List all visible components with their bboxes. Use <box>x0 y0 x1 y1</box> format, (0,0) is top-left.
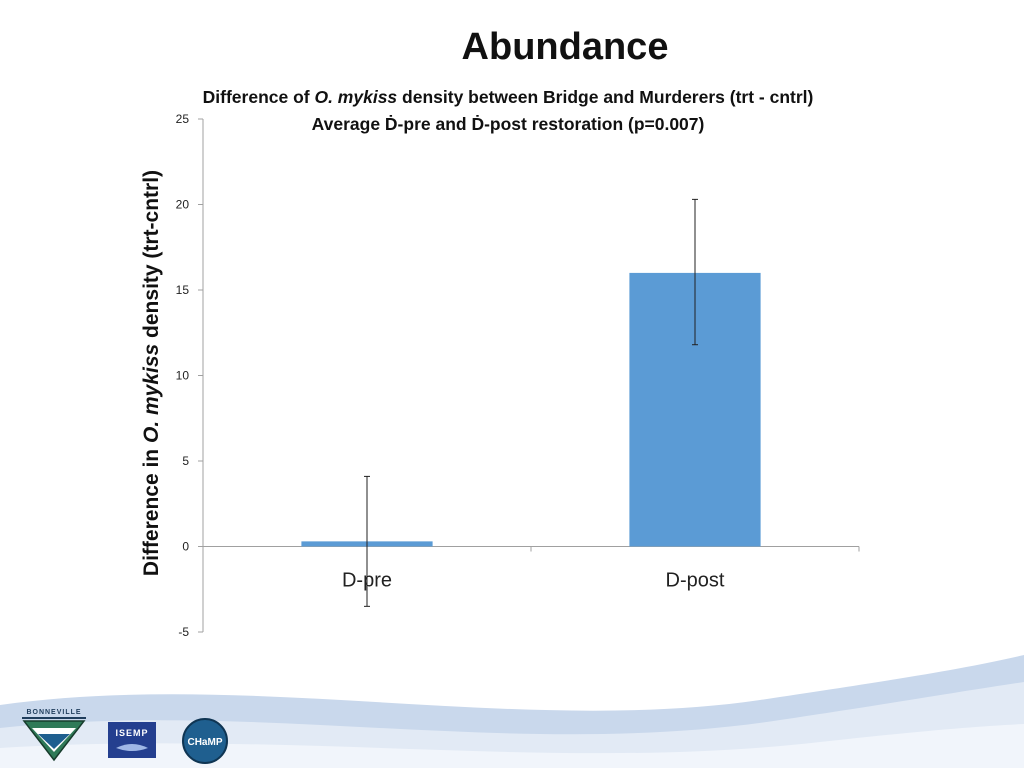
y-tick-label: 25 <box>176 112 190 126</box>
champ-logo-text: CHaMP <box>187 737 222 748</box>
y-tick-label: 5 <box>182 454 189 468</box>
isemp-logo-fish-icon <box>116 744 148 751</box>
y-tick-label: 15 <box>176 283 190 297</box>
champ-logo-circle <box>182 718 228 764</box>
slide-title: Abundance <box>461 26 669 68</box>
y-tick-label: 0 <box>182 540 189 554</box>
footer-wave-front <box>0 724 1024 768</box>
chart-title-after: density between Bridge and Murderers (tr… <box>397 87 814 107</box>
y-tick-label: -5 <box>178 625 189 639</box>
isemp-logo-text: ISEMP <box>115 728 148 738</box>
x-tick-label: D-post <box>666 570 725 592</box>
chart-subtitle: Average Ḋ-pre and Ḋ-post restoration (p=… <box>311 114 705 134</box>
y-tick-label: 10 <box>176 369 190 383</box>
champ-logo: CHaMP <box>182 718 228 764</box>
bonneville-logo: BONNEVILLE <box>22 709 86 762</box>
chart-title-species: O. mykiss <box>314 87 398 107</box>
isemp-logo: ISEMP <box>108 722 156 758</box>
chart-title: Difference of O. mykiss density between … <box>0 84 1016 138</box>
bonneville-logo-text: BONNEVILLE <box>26 709 81 716</box>
x-tick-label: D-pre <box>342 570 392 592</box>
y-tick-label: 20 <box>176 198 190 212</box>
footer-banner: BONNEVILLE ISEMP CHaMP <box>0 655 1024 768</box>
chart-title-before: Difference of <box>202 87 315 107</box>
bonneville-logo-water <box>38 734 70 749</box>
isemp-logo-box <box>108 722 156 758</box>
bonneville-logo-rule <box>22 717 86 719</box>
